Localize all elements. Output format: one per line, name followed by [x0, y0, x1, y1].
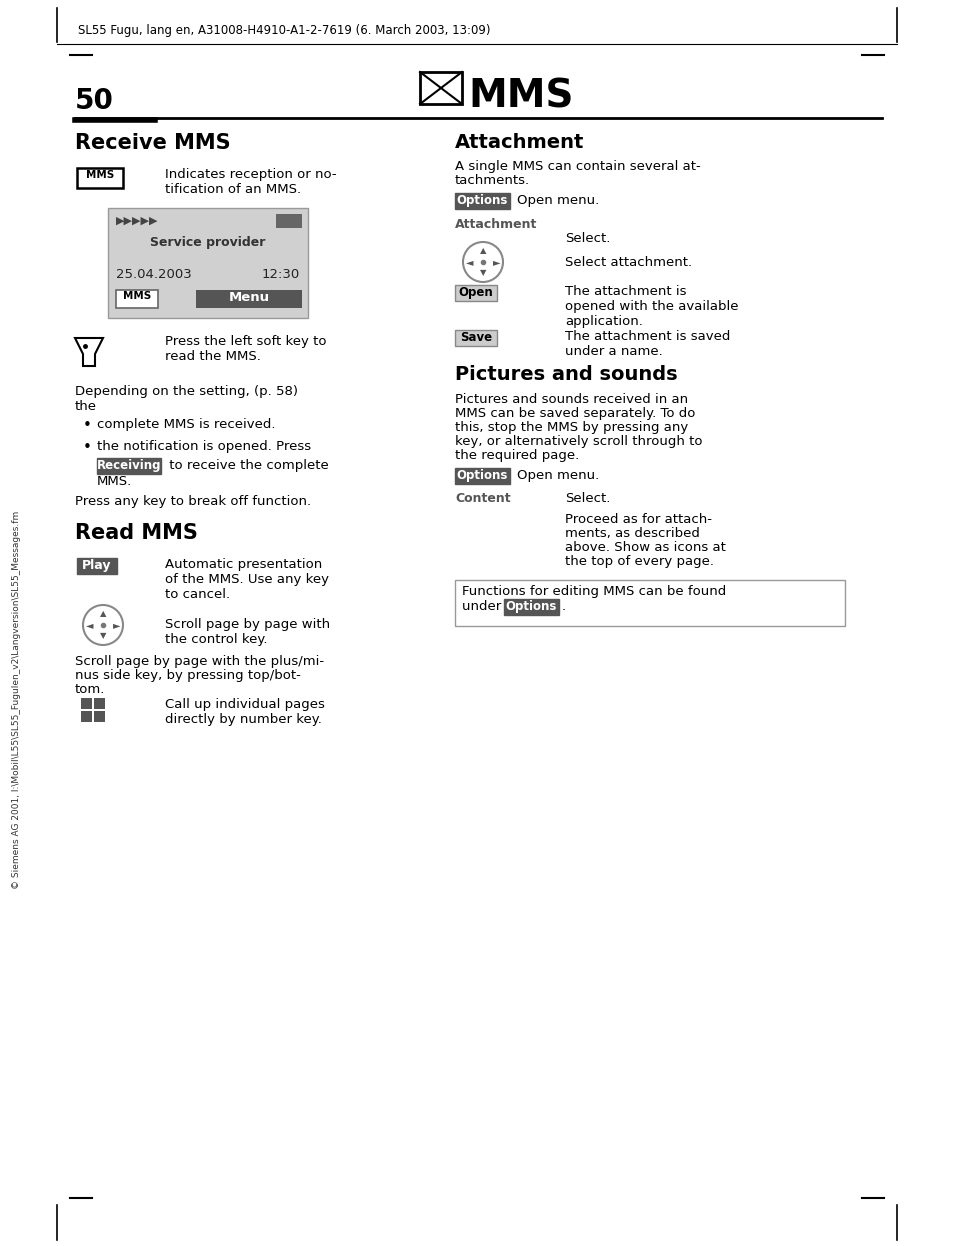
Bar	[419, 72, 461, 103]
Text: the top of every page.: the top of every page.	[564, 554, 713, 568]
Bar	[81, 711, 91, 721]
Bar	[108, 208, 308, 318]
Bar	[455, 285, 497, 302]
Text: Save: Save	[459, 331, 492, 344]
Text: Select.: Select.	[564, 492, 610, 505]
Text: tachments.: tachments.	[455, 174, 530, 187]
Text: ▼: ▼	[479, 268, 486, 277]
Text: 12:30: 12:30	[261, 268, 299, 282]
Bar	[455, 468, 510, 483]
Text: MMS can be saved separately. To do: MMS can be saved separately. To do	[455, 407, 695, 420]
Bar	[81, 698, 91, 709]
Text: Press the left soft key to
read the MMS.: Press the left soft key to read the MMS.	[165, 335, 326, 363]
Text: Options: Options	[505, 601, 557, 613]
Text: Automatic presentation
of the MMS. Use any key
to cancel.: Automatic presentation of the MMS. Use a…	[165, 558, 329, 601]
Text: ◄: ◄	[465, 257, 473, 267]
Text: Menu: Menu	[228, 292, 270, 304]
Text: •: •	[83, 417, 91, 434]
Bar	[455, 330, 497, 346]
Text: Play: Play	[82, 559, 112, 572]
Text: Pictures and sounds: Pictures and sounds	[455, 365, 677, 384]
Text: ►: ►	[493, 257, 500, 267]
Text: ◄: ◄	[86, 621, 93, 630]
Text: Call up individual pages
directly by number key.: Call up individual pages directly by num…	[165, 698, 325, 726]
Bar	[77, 168, 123, 188]
Text: under: under	[461, 601, 505, 613]
Text: Read MMS: Read MMS	[75, 523, 197, 543]
Text: SL55 Fugu, lang en, A31008-H4910-A1-2-7619 (6. March 2003, 13:09): SL55 Fugu, lang en, A31008-H4910-A1-2-76…	[78, 24, 490, 37]
Text: .: .	[561, 601, 565, 613]
Bar	[77, 558, 117, 574]
Text: Scroll page by page with the plus/mi-: Scroll page by page with the plus/mi-	[75, 655, 324, 668]
Text: MMS: MMS	[86, 169, 114, 179]
Text: ▲: ▲	[479, 245, 486, 255]
Text: MMS.: MMS.	[97, 475, 132, 488]
Bar	[503, 599, 558, 616]
Bar	[116, 290, 158, 308]
Text: Options: Options	[456, 468, 508, 482]
Text: to receive the complete: to receive the complete	[165, 459, 329, 472]
Text: ments, as described: ments, as described	[564, 527, 700, 540]
Text: ▼: ▼	[100, 630, 106, 640]
Text: the required page.: the required page.	[455, 449, 578, 462]
Text: © Siemens AG 2001, I:\Mobil\L55\SL55_Fugulen_v2\Langversion\SL55_Messages.fm: © Siemens AG 2001, I:\Mobil\L55\SL55_Fug…	[12, 511, 22, 890]
Text: Open: Open	[458, 287, 493, 299]
Text: this, stop the MMS by pressing any: this, stop the MMS by pressing any	[455, 421, 687, 434]
Text: Proceed as for attach-: Proceed as for attach-	[564, 513, 711, 526]
Text: Open menu.: Open menu.	[517, 194, 598, 207]
Text: •: •	[83, 440, 91, 455]
Text: MMS: MMS	[123, 292, 151, 302]
Text: the notification is opened. Press: the notification is opened. Press	[97, 440, 311, 454]
Bar	[97, 459, 161, 473]
Text: Content: Content	[455, 492, 510, 505]
Text: Service provider: Service provider	[151, 235, 265, 249]
Text: the: the	[75, 400, 97, 412]
Text: Pictures and sounds received in an: Pictures and sounds received in an	[455, 392, 687, 406]
Text: complete MMS is received.: complete MMS is received.	[97, 417, 275, 431]
Text: Receiving: Receiving	[96, 459, 161, 472]
Text: key, or alternatively scroll through to: key, or alternatively scroll through to	[455, 435, 701, 449]
Bar	[455, 193, 510, 209]
Bar	[275, 214, 302, 228]
Text: nus side key, by pressing top/bot-: nus side key, by pressing top/bot-	[75, 669, 300, 682]
Text: Indicates reception or no-
tification of an MMS.: Indicates reception or no- tification of…	[165, 168, 336, 196]
Text: MMS: MMS	[468, 77, 573, 115]
Text: Attachment: Attachment	[455, 218, 537, 231]
Text: Open menu.: Open menu.	[517, 468, 598, 482]
Text: Press any key to break off function.: Press any key to break off function.	[75, 495, 311, 508]
Bar	[94, 711, 105, 721]
Bar	[94, 698, 105, 709]
Text: ►: ►	[112, 621, 120, 630]
Text: A single MMS can contain several at-: A single MMS can contain several at-	[455, 159, 700, 173]
Text: Attachment: Attachment	[455, 133, 584, 152]
Text: tom.: tom.	[75, 683, 105, 697]
Text: The attachment is
opened with the available
application.: The attachment is opened with the availa…	[564, 285, 738, 328]
Text: The attachment is saved
under a name.: The attachment is saved under a name.	[564, 330, 730, 358]
Text: above. Show as icons at: above. Show as icons at	[564, 541, 725, 554]
Text: Scroll page by page with
the control key.: Scroll page by page with the control key…	[165, 618, 330, 645]
Bar	[455, 579, 844, 625]
Bar	[195, 290, 302, 308]
Text: Select.: Select.	[564, 232, 610, 245]
Text: Receive MMS: Receive MMS	[75, 133, 231, 153]
Text: Options: Options	[456, 194, 508, 207]
Text: 50: 50	[75, 87, 113, 115]
Text: Depending on the setting, (p. 58): Depending on the setting, (p. 58)	[75, 385, 297, 397]
Text: ▲: ▲	[100, 609, 106, 618]
Text: Select attachment.: Select attachment.	[564, 255, 691, 269]
Text: 25.04.2003: 25.04.2003	[116, 268, 192, 282]
Text: ▶▶▶▶▶: ▶▶▶▶▶	[116, 216, 158, 226]
Text: Functions for editing MMS can be found: Functions for editing MMS can be found	[461, 586, 725, 598]
